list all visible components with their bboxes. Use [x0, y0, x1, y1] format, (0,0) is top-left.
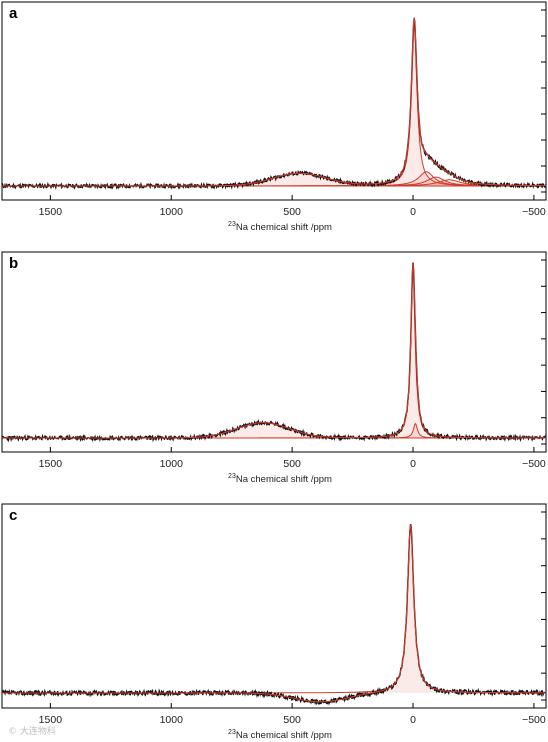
fit-component-fill	[2, 270, 546, 438]
x-tick-label: 1500	[39, 206, 63, 218]
panel-a: 1500 1000 500 0 −500 23Na chemical shift /ppm…	[1, 1, 547, 233]
panel-c: 1500 1000 500 0 −500 23Na chemical shift /ppm…	[1, 503, 547, 741]
x-tick-label: −500	[522, 458, 546, 470]
x-tick-label: 1500	[39, 714, 63, 726]
total-fit	[2, 524, 546, 703]
fit-component-fill	[2, 422, 546, 438]
x-tick-label: −500	[522, 206, 546, 218]
x-tick-label: 500	[283, 206, 301, 218]
x-tick-label: 1500	[39, 458, 63, 470]
experimental-spectrum	[1, 262, 547, 443]
x-tick-label: 1000	[160, 206, 184, 218]
x-tick-label: −500	[522, 714, 546, 726]
total-fit	[2, 263, 546, 439]
plot-frame	[1, 251, 547, 453]
plot-frame	[1, 503, 547, 709]
watermark: © 大连物科	[8, 727, 56, 737]
fit-component-fill	[2, 177, 546, 186]
x-tick-label: 1000	[160, 458, 184, 470]
fit-component-fill	[2, 173, 546, 186]
panel-letter: c	[9, 507, 17, 524]
panel-letter: a	[9, 5, 18, 22]
x-axis-title: 23Na chemical shift /ppm	[228, 729, 332, 741]
plot-frame	[1, 1, 547, 201]
fit-component-line	[2, 270, 546, 439]
x-axis-title: 23Na chemical shift /ppm	[228, 221, 332, 233]
x-tick-label: 500	[283, 458, 301, 470]
fit-component-line	[2, 524, 546, 694]
x-tick-label: 500	[283, 714, 301, 726]
x-tick-label: 1000	[160, 714, 184, 726]
x-tick-label: 0	[410, 206, 416, 218]
fit-component-line	[2, 25, 546, 187]
experimental-spectrum	[1, 17, 547, 191]
x-tick-label: 0	[410, 458, 416, 470]
total-fit	[2, 17, 546, 187]
panel-b: 1500 1000 500 0 −500 23Na chemical shift /ppm…	[1, 251, 547, 485]
x-axis-title: 23Na chemical shift /ppm	[228, 473, 332, 485]
x-tick-label: 0	[410, 714, 416, 726]
panel-letter: b	[9, 255, 18, 272]
fit-component-fill	[2, 524, 546, 693]
experimental-spectrum	[1, 523, 547, 706]
fit-component-fill	[2, 25, 546, 186]
